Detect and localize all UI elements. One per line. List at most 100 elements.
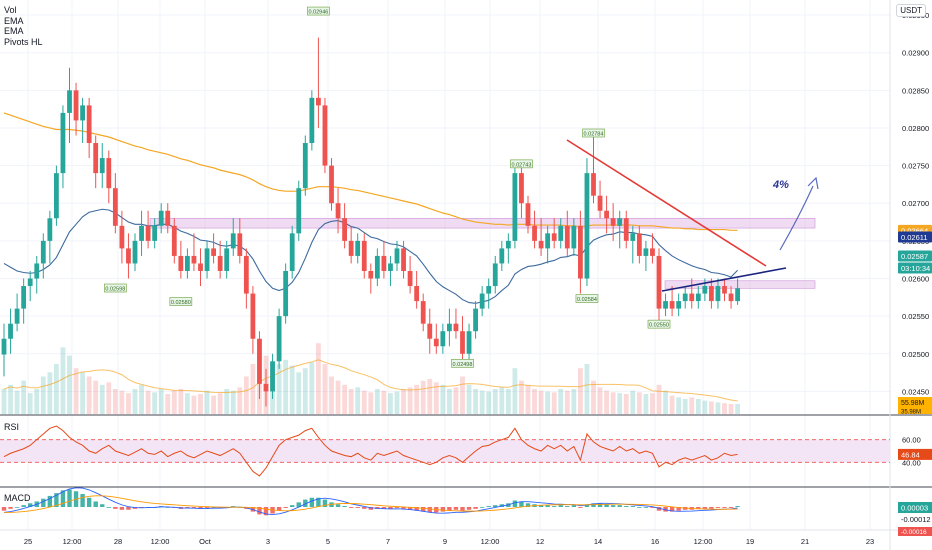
macd-histogram-bar <box>624 506 629 507</box>
legend-pivots[interactable]: Pivots HL <box>4 36 43 47</box>
volume-bar <box>453 387 459 414</box>
macd-histogram-bar <box>604 504 609 507</box>
volume-bar <box>204 390 210 414</box>
volume-bar <box>368 392 374 414</box>
macd-histogram-bar <box>41 498 46 507</box>
macd-histogram-bar <box>493 505 498 507</box>
macd-histogram-bar <box>597 503 603 507</box>
volume-bar <box>604 390 609 414</box>
macd-histogram-bar <box>165 507 170 508</box>
volume-bar <box>722 403 727 414</box>
volume-bar <box>460 376 465 414</box>
candle <box>676 301 682 309</box>
candle <box>224 248 230 271</box>
candle <box>257 338 262 384</box>
volume-bar <box>702 400 708 414</box>
time-axis-tick: 28 <box>114 537 122 546</box>
legend-ema-fast[interactable]: EMA <box>4 15 24 26</box>
macd-histogram-bar <box>643 507 649 508</box>
candle <box>335 203 341 219</box>
rsi-value-tag <box>898 448 932 460</box>
candle <box>270 361 275 392</box>
macd-histogram-bar <box>185 507 190 508</box>
macd-histogram-bar <box>1 507 7 511</box>
candle <box>158 210 164 226</box>
volume-bar <box>479 390 485 414</box>
macd-histogram-bar <box>558 505 563 507</box>
candle <box>702 286 708 294</box>
macd-histogram-bar <box>637 507 642 508</box>
candle <box>329 165 334 204</box>
price-axis-tick: 0.02700 <box>902 199 929 208</box>
volume-bar <box>361 390 367 414</box>
candle <box>617 218 623 226</box>
macd-histogram-bar <box>355 507 360 508</box>
volume-bar <box>34 389 40 414</box>
macd-histogram-bar <box>512 500 518 507</box>
volume-bar <box>54 364 59 414</box>
pivot-label-box <box>510 159 533 169</box>
macd-axis-tick: -0.00012 <box>901 515 931 524</box>
volume-bar <box>335 380 341 414</box>
volume-bar <box>447 389 452 414</box>
volume-bar <box>591 380 596 414</box>
volume-bar <box>623 394 629 414</box>
price-tag <box>898 250 932 262</box>
volume-bar <box>374 389 380 414</box>
candle <box>47 218 53 241</box>
macd-histogram-bar <box>414 507 419 511</box>
candle <box>433 338 439 347</box>
price-axis-tick: 0.02550 <box>902 312 929 321</box>
macd-histogram-bar <box>407 507 413 510</box>
price-tag-label: 0.02664 <box>901 226 928 235</box>
candle <box>132 240 138 264</box>
candle <box>695 293 701 302</box>
macd-histogram-bar <box>263 507 269 516</box>
macd-histogram-bar <box>290 505 295 507</box>
time-axis-tick: 16 <box>651 537 659 546</box>
candle <box>388 263 393 271</box>
candle <box>178 255 184 271</box>
candle <box>427 323 433 339</box>
volume-bar <box>86 376 92 414</box>
macd-histogram-bar <box>14 507 20 508</box>
pivot-label-box <box>451 358 474 368</box>
volume-bar <box>191 395 197 414</box>
candle <box>14 308 20 324</box>
macd-histogram-bar <box>296 502 301 507</box>
macd-histogram-bar <box>578 507 583 508</box>
volume-bar <box>73 368 79 414</box>
currency-button[interactable]: USDT <box>896 4 926 17</box>
time-axis-tick: 12:00 <box>694 537 713 546</box>
legend-ema-slow[interactable]: EMA <box>4 26 24 36</box>
time-axis-tick: 23 <box>866 537 874 546</box>
pivot-label: 0.02498 <box>453 362 473 368</box>
volume-tag <box>898 397 932 407</box>
macd-pane-label[interactable]: MACD <box>4 493 31 503</box>
time-axis-tick: 14 <box>594 537 602 546</box>
candle <box>650 248 655 256</box>
candle <box>21 286 27 309</box>
candle <box>728 293 734 302</box>
candle <box>486 286 492 294</box>
candle <box>296 188 302 234</box>
candle <box>447 323 452 332</box>
macd-histogram-bar <box>735 506 740 507</box>
volume-bar <box>407 387 413 414</box>
volume-bar <box>342 384 347 414</box>
candle <box>67 90 72 113</box>
candle <box>407 270 413 287</box>
volume-bar <box>224 389 230 414</box>
candle <box>198 263 203 271</box>
macd-histogram-bar <box>368 507 373 510</box>
legend-vol[interactable]: Vol <box>4 5 17 15</box>
rsi-axis-tick: 40.00 <box>902 458 921 467</box>
macd-histogram-bar <box>610 505 616 507</box>
rsi-pane-label[interactable]: RSI <box>4 422 20 432</box>
pivot-label: 0.02580 <box>171 300 191 306</box>
macd-histogram-bar <box>231 506 236 507</box>
candle <box>401 248 406 271</box>
candle <box>302 143 308 189</box>
